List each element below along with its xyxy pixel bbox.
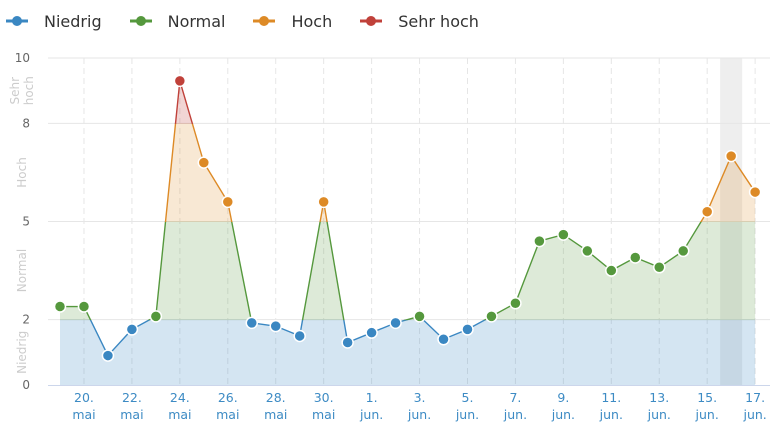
data-point[interactable] bbox=[629, 251, 642, 264]
x-tick-label: 11. jun. bbox=[599, 390, 623, 422]
band-label: Normal bbox=[15, 249, 29, 292]
data-point[interactable] bbox=[485, 310, 498, 323]
data-point[interactable] bbox=[557, 228, 570, 241]
x-tick-label: 1. jun. bbox=[359, 390, 383, 422]
data-point[interactable] bbox=[700, 205, 714, 218]
legend-label: Normal bbox=[167, 11, 226, 31]
legend-label: Sehr hoch bbox=[398, 11, 479, 31]
band-label: Hoch bbox=[15, 157, 29, 188]
x-tick-label: 17. jun. bbox=[742, 390, 766, 422]
svg-text:Niedrig: Niedrig bbox=[15, 331, 29, 374]
x-tick-label: 30. mai bbox=[312, 390, 335, 422]
x-tick-label: 9. jun. bbox=[551, 390, 575, 422]
legend-item-sehr-hoch[interactable]: Sehr hoch bbox=[358, 12, 479, 31]
data-point[interactable] bbox=[125, 323, 139, 336]
area-niedrig bbox=[60, 319, 756, 385]
data-point[interactable] bbox=[605, 264, 618, 277]
legend-marker-icon bbox=[6, 16, 28, 26]
data-point[interactable] bbox=[341, 336, 354, 349]
y-tick-label: 10 bbox=[15, 51, 30, 65]
data-point[interactable] bbox=[653, 261, 666, 274]
data-point[interactable] bbox=[149, 310, 163, 323]
y-tick-label: 2 bbox=[22, 313, 30, 327]
svg-text:hoch: hoch bbox=[22, 76, 36, 105]
band-label: Niedrig bbox=[15, 331, 29, 374]
y-tick-label: 5 bbox=[22, 215, 30, 229]
x-tick-label: 15. jun. bbox=[695, 390, 719, 422]
legend-marker-icon bbox=[129, 16, 152, 26]
area-sehr-hoch bbox=[175, 80, 193, 124]
data-point[interactable] bbox=[533, 234, 546, 248]
legend-label: Niedrig bbox=[44, 11, 102, 31]
legend-item-normal[interactable]: Normal bbox=[128, 11, 226, 31]
x-tick-label: 26. mai bbox=[216, 390, 239, 422]
svg-text:Normal: Normal bbox=[15, 249, 29, 292]
chart-legend: Niedrig Normal Hoch Sehr hoch bbox=[0, 0, 501, 42]
band-label: Sehr hoch bbox=[8, 76, 36, 105]
y-tick-label: 8 bbox=[22, 116, 30, 130]
x-tick-label: 22. mai bbox=[120, 390, 143, 422]
x-tick-label: 24. mai bbox=[168, 390, 191, 422]
x-tick-label: 20. mai bbox=[72, 390, 95, 422]
x-tick-label: 28. mai bbox=[264, 390, 287, 422]
x-tick-label: 3. jun. bbox=[407, 390, 431, 422]
data-point[interactable] bbox=[461, 323, 474, 336]
area-hoch bbox=[165, 123, 756, 222]
x-tick-label: 5. jun. bbox=[455, 390, 479, 422]
data-point[interactable] bbox=[437, 332, 450, 346]
data-point[interactable] bbox=[509, 297, 522, 310]
x-tick-label: 7. jun. bbox=[503, 390, 527, 422]
data-point[interactable] bbox=[748, 185, 762, 199]
y-tick-label: 0 bbox=[22, 378, 30, 392]
data-point[interactable] bbox=[53, 300, 67, 313]
legend-label: Hoch bbox=[291, 11, 333, 31]
data-point[interactable] bbox=[317, 195, 330, 209]
data-point[interactable] bbox=[221, 195, 235, 209]
data-point[interactable] bbox=[676, 244, 690, 258]
data-point[interactable] bbox=[245, 316, 259, 330]
data-point[interactable] bbox=[173, 74, 187, 88]
x-tick-label: 13. jun. bbox=[647, 390, 671, 422]
data-point[interactable] bbox=[269, 319, 282, 333]
data-point[interactable] bbox=[197, 156, 211, 169]
legend-marker-icon bbox=[360, 16, 383, 26]
area-normal bbox=[60, 221, 756, 321]
data-point[interactable] bbox=[365, 326, 378, 339]
data-point[interactable] bbox=[724, 149, 738, 163]
data-point[interactable] bbox=[413, 310, 426, 323]
legend-marker-icon bbox=[253, 16, 276, 26]
data-point[interactable] bbox=[101, 349, 115, 362]
svg-text:Sehr: Sehr bbox=[8, 77, 22, 105]
data-point[interactable] bbox=[581, 244, 594, 258]
legend-item-niedrig[interactable]: Niedrig bbox=[4, 12, 102, 31]
svg-text:Hoch: Hoch bbox=[15, 157, 29, 188]
data-point[interactable] bbox=[389, 316, 402, 330]
data-point[interactable] bbox=[77, 300, 91, 313]
data-point[interactable] bbox=[293, 329, 306, 343]
legend-item-hoch[interactable]: Hoch bbox=[251, 12, 332, 31]
